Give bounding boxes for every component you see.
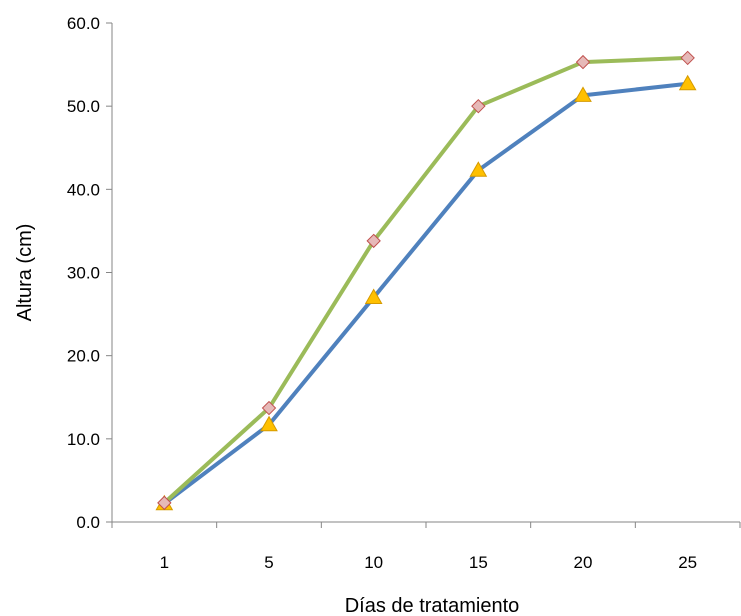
y-tick-label: 20.0 xyxy=(67,347,100,366)
data-point-diamond xyxy=(680,50,695,66)
x-tick-label: 5 xyxy=(264,553,273,572)
x-tick-label: 10 xyxy=(364,553,383,572)
y-tick-label: 60.0 xyxy=(67,14,100,33)
data-point-diamond xyxy=(575,54,591,70)
data-point-diamond xyxy=(471,98,486,114)
x-axis-title: Días de tratamiento xyxy=(345,595,520,616)
data-point-diamond xyxy=(261,400,277,416)
data-point-diamond xyxy=(366,233,381,249)
series-line xyxy=(162,81,690,506)
y-tick-label: 0.0 xyxy=(76,513,100,532)
data-point-triangle xyxy=(678,74,697,91)
x-axis-ticks: 1 5 10 15 20 25 xyxy=(111,522,741,572)
y-axis-title: Altura (cm) xyxy=(14,224,36,322)
data-point-triangle xyxy=(364,288,383,304)
plot-frame xyxy=(111,23,740,523)
series-layer xyxy=(155,50,697,511)
data-point-triangle xyxy=(260,415,278,432)
x-tick-label: 15 xyxy=(469,553,488,572)
y-tick-label: 30.0 xyxy=(67,264,100,283)
x-tick-label: 25 xyxy=(678,553,697,572)
series-line xyxy=(162,55,690,505)
data-point-triangle xyxy=(574,86,592,102)
series-1 xyxy=(155,74,697,511)
data-point-triangle xyxy=(469,161,488,177)
y-tick-label: 50.0 xyxy=(67,97,100,116)
y-tick-label: 10.0 xyxy=(67,430,100,449)
x-tick-label: 1 xyxy=(160,553,169,572)
y-axis-ticks: 0.0 10.0 20.0 30.0 40.0 50.0 60.0 xyxy=(67,14,112,532)
data-point-diamond xyxy=(157,495,172,511)
y-tick-label: 40.0 xyxy=(67,180,100,199)
x-tick-label: 20 xyxy=(574,553,593,572)
series-2 xyxy=(157,50,695,511)
